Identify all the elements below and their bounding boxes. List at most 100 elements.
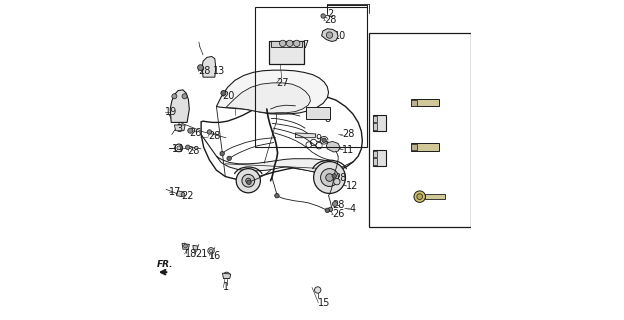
Text: 18: 18: [185, 249, 197, 259]
Text: 15: 15: [318, 298, 331, 308]
Circle shape: [208, 248, 214, 254]
Bar: [411, 100, 417, 106]
Circle shape: [182, 94, 187, 99]
Text: 21: 21: [195, 249, 207, 259]
Circle shape: [280, 40, 286, 47]
Bar: [269, 42, 304, 64]
Text: 24: 24: [439, 146, 452, 156]
Circle shape: [242, 174, 255, 187]
Text: 28: 28: [334, 172, 347, 182]
Bar: [411, 99, 439, 107]
Bar: [306, 107, 329, 119]
Circle shape: [328, 207, 333, 212]
Text: 28: 28: [187, 146, 200, 156]
Polygon shape: [193, 245, 198, 250]
Text: 4: 4: [349, 204, 356, 214]
Circle shape: [177, 146, 181, 150]
Polygon shape: [217, 156, 338, 174]
Circle shape: [326, 174, 333, 181]
Text: 10: 10: [334, 31, 346, 41]
Polygon shape: [217, 70, 329, 114]
Text: 7: 7: [303, 40, 309, 50]
Circle shape: [221, 91, 226, 96]
Text: 26: 26: [333, 209, 345, 219]
Bar: [374, 116, 378, 123]
Text: 12: 12: [346, 181, 359, 191]
Text: 2: 2: [328, 9, 334, 19]
Bar: [411, 143, 439, 151]
Bar: [374, 123, 378, 130]
Text: 23: 23: [439, 100, 452, 110]
Text: 27: 27: [276, 78, 289, 88]
Circle shape: [175, 144, 183, 152]
Polygon shape: [295, 133, 316, 138]
Polygon shape: [170, 90, 189, 123]
Polygon shape: [202, 56, 216, 77]
Circle shape: [185, 145, 190, 149]
Text: 8: 8: [324, 114, 331, 124]
Circle shape: [321, 169, 338, 187]
Text: 19: 19: [165, 107, 177, 117]
Bar: [369, 33, 470, 227]
Circle shape: [293, 40, 300, 47]
Text: 20: 20: [222, 91, 235, 101]
Circle shape: [333, 201, 338, 206]
Circle shape: [183, 244, 187, 248]
Text: 28: 28: [208, 131, 221, 141]
Circle shape: [246, 180, 251, 185]
Circle shape: [275, 194, 279, 198]
Circle shape: [220, 151, 225, 156]
Text: 14: 14: [172, 144, 184, 154]
Polygon shape: [177, 191, 183, 197]
Circle shape: [286, 40, 293, 47]
Circle shape: [332, 174, 336, 178]
Circle shape: [236, 169, 260, 193]
Circle shape: [321, 14, 325, 18]
Bar: [255, 7, 367, 147]
Polygon shape: [326, 141, 340, 152]
Bar: [271, 41, 303, 47]
Text: 5: 5: [389, 125, 396, 135]
Bar: [373, 115, 386, 131]
Polygon shape: [201, 94, 363, 179]
Circle shape: [198, 65, 203, 70]
Bar: [374, 158, 378, 165]
Bar: [374, 151, 378, 157]
Circle shape: [414, 191, 426, 202]
Circle shape: [227, 156, 232, 161]
Circle shape: [322, 138, 326, 142]
Polygon shape: [223, 273, 231, 278]
Bar: [373, 150, 386, 166]
Text: 6: 6: [389, 159, 396, 169]
Circle shape: [207, 130, 212, 134]
Text: 28: 28: [343, 129, 354, 139]
Circle shape: [246, 178, 251, 183]
Text: 25: 25: [439, 194, 452, 204]
Text: 26: 26: [189, 128, 202, 138]
Polygon shape: [226, 83, 310, 113]
Text: 28: 28: [198, 67, 211, 76]
Bar: [426, 195, 444, 198]
Text: 28: 28: [333, 200, 345, 210]
Circle shape: [188, 128, 193, 133]
Bar: [411, 144, 417, 150]
Circle shape: [210, 249, 213, 252]
Circle shape: [314, 162, 346, 194]
Text: 9: 9: [315, 134, 321, 144]
Polygon shape: [182, 244, 189, 249]
Circle shape: [181, 193, 185, 196]
Text: 13: 13: [213, 67, 225, 76]
Text: 1: 1: [223, 283, 230, 292]
Circle shape: [223, 272, 230, 278]
Text: 17: 17: [169, 187, 182, 197]
Text: FR.: FR.: [157, 260, 173, 269]
Text: 11: 11: [343, 145, 354, 155]
Circle shape: [417, 194, 422, 199]
Circle shape: [334, 179, 340, 185]
Text: 28: 28: [324, 15, 337, 25]
Circle shape: [326, 32, 333, 38]
Text: 3: 3: [176, 124, 182, 134]
Circle shape: [314, 287, 321, 293]
Circle shape: [325, 208, 329, 212]
Text: 16: 16: [210, 251, 222, 260]
